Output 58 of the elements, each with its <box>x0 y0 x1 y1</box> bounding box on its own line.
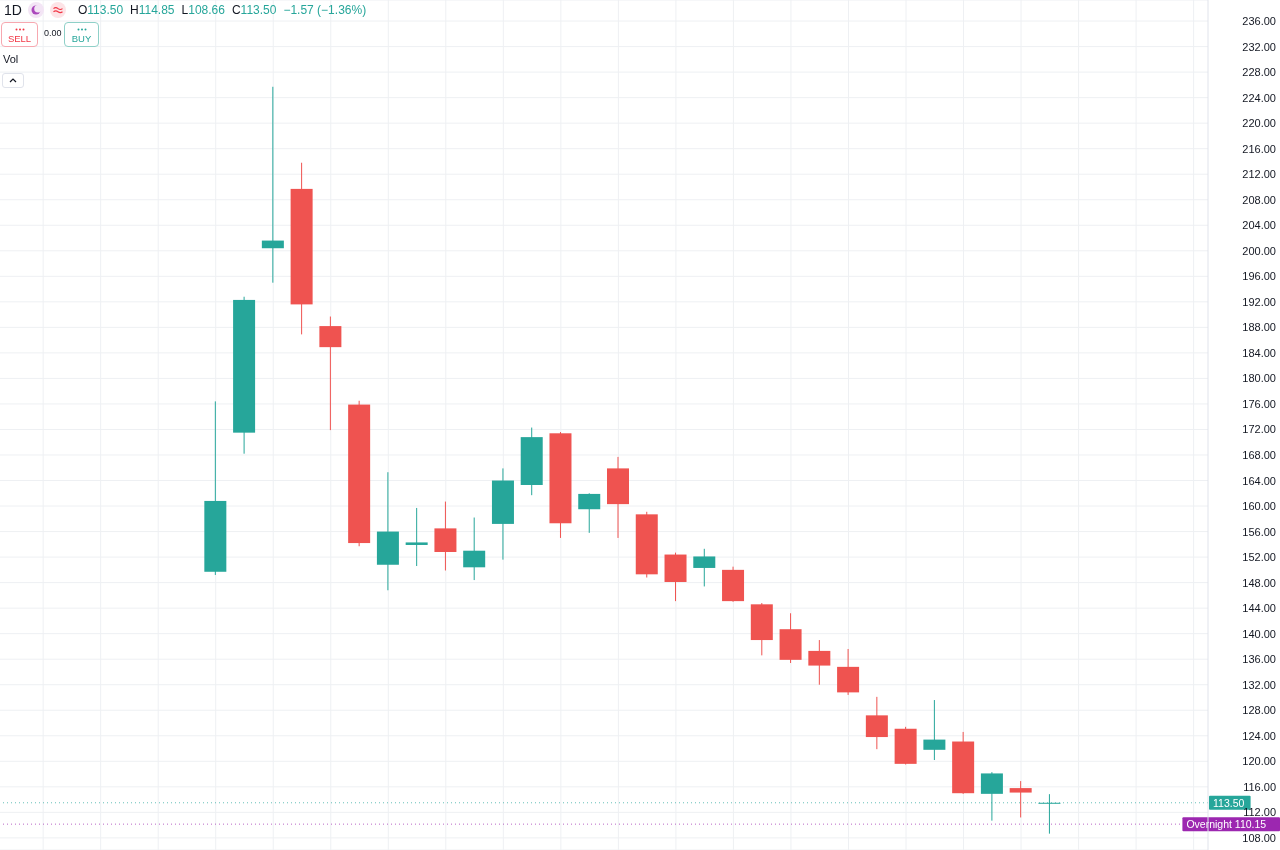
annotation: C113.50 <box>231 2 277 17</box>
candlestick <box>923 699 946 761</box>
annotation: O113.50 <box>77 2 124 17</box>
y-tick-label: 140.00 <box>1242 627 1276 640</box>
y-tick-label: 228.00 <box>1242 66 1276 79</box>
candlestick <box>319 316 342 431</box>
chart-title: 1D <box>4 1 22 18</box>
y-tick-label: 120.00 <box>1242 755 1276 768</box>
y-tick-label: 196.00 <box>1242 270 1276 283</box>
buy-button: BUY <box>64 22 99 47</box>
y-tick-label: 164.00 <box>1242 474 1276 487</box>
y-tick-label: 208.00 <box>1242 193 1276 206</box>
y-tick-label: 172.00 <box>1242 423 1276 436</box>
sell-button: SELL <box>1 22 38 47</box>
y-tick-label: 136.00 <box>1242 653 1276 666</box>
candlestick <box>578 492 601 534</box>
y-tick-label: 144.00 <box>1242 602 1276 615</box>
y-tick-label: 180.00 <box>1242 372 1276 385</box>
ref-line-label: 113.50 <box>1213 796 1245 809</box>
y-tick-label: 132.00 <box>1242 678 1276 691</box>
ref-line-label: Overnight 110.15 <box>1186 818 1267 831</box>
y-tick-label: 188.00 <box>1242 321 1276 334</box>
y-tick-label: 212.00 <box>1242 168 1276 181</box>
y-tick-label: 156.00 <box>1242 525 1276 538</box>
y-tick-label: 148.00 <box>1242 576 1276 589</box>
y-tick-label: 236.00 <box>1242 15 1276 28</box>
y-tick-label: 184.00 <box>1242 346 1276 359</box>
y-tick-label: 232.00 <box>1242 40 1276 53</box>
y-tick-label: 200.00 <box>1242 244 1276 257</box>
y-tick-label: 112.00 <box>1243 806 1276 819</box>
annotation: Vol <box>3 53 19 65</box>
y-tick-label: 168.00 <box>1242 448 1276 461</box>
y-tick-label: 116.00 <box>1243 780 1276 793</box>
annotation: L108.66 <box>181 2 225 17</box>
annotation: SELL <box>6 33 33 45</box>
y-tick-label: 216.00 <box>1242 142 1276 155</box>
y-tick-label: 220.00 <box>1242 117 1276 130</box>
y-tick-label: 124.00 <box>1242 729 1276 742</box>
y-tick-label: 224.00 <box>1242 91 1276 104</box>
y-tick-label: 152.00 <box>1242 551 1276 564</box>
y-tick-label: 108.00 <box>1242 831 1276 844</box>
candlestick <box>463 517 486 581</box>
candlestick <box>693 548 716 587</box>
annotation: H114.85 <box>130 2 175 17</box>
y-tick-label: 176.00 <box>1242 397 1276 410</box>
y-tick-label: 192.00 <box>1242 295 1276 308</box>
candlestick <box>808 639 831 686</box>
candlestick <box>261 86 284 284</box>
y-tick-label: 204.00 <box>1242 219 1276 232</box>
annotation: −1.57 (−1.36%) <box>283 2 367 17</box>
y-tick-label: 160.00 <box>1242 500 1276 513</box>
candlestick <box>1009 780 1032 818</box>
candlestick <box>434 501 457 571</box>
candlestick <box>865 696 888 750</box>
annotation: BUY <box>70 33 93 45</box>
y-tick-label: 128.00 <box>1242 704 1276 717</box>
candlestick <box>405 507 428 567</box>
annotation: 0.00 <box>44 28 62 38</box>
